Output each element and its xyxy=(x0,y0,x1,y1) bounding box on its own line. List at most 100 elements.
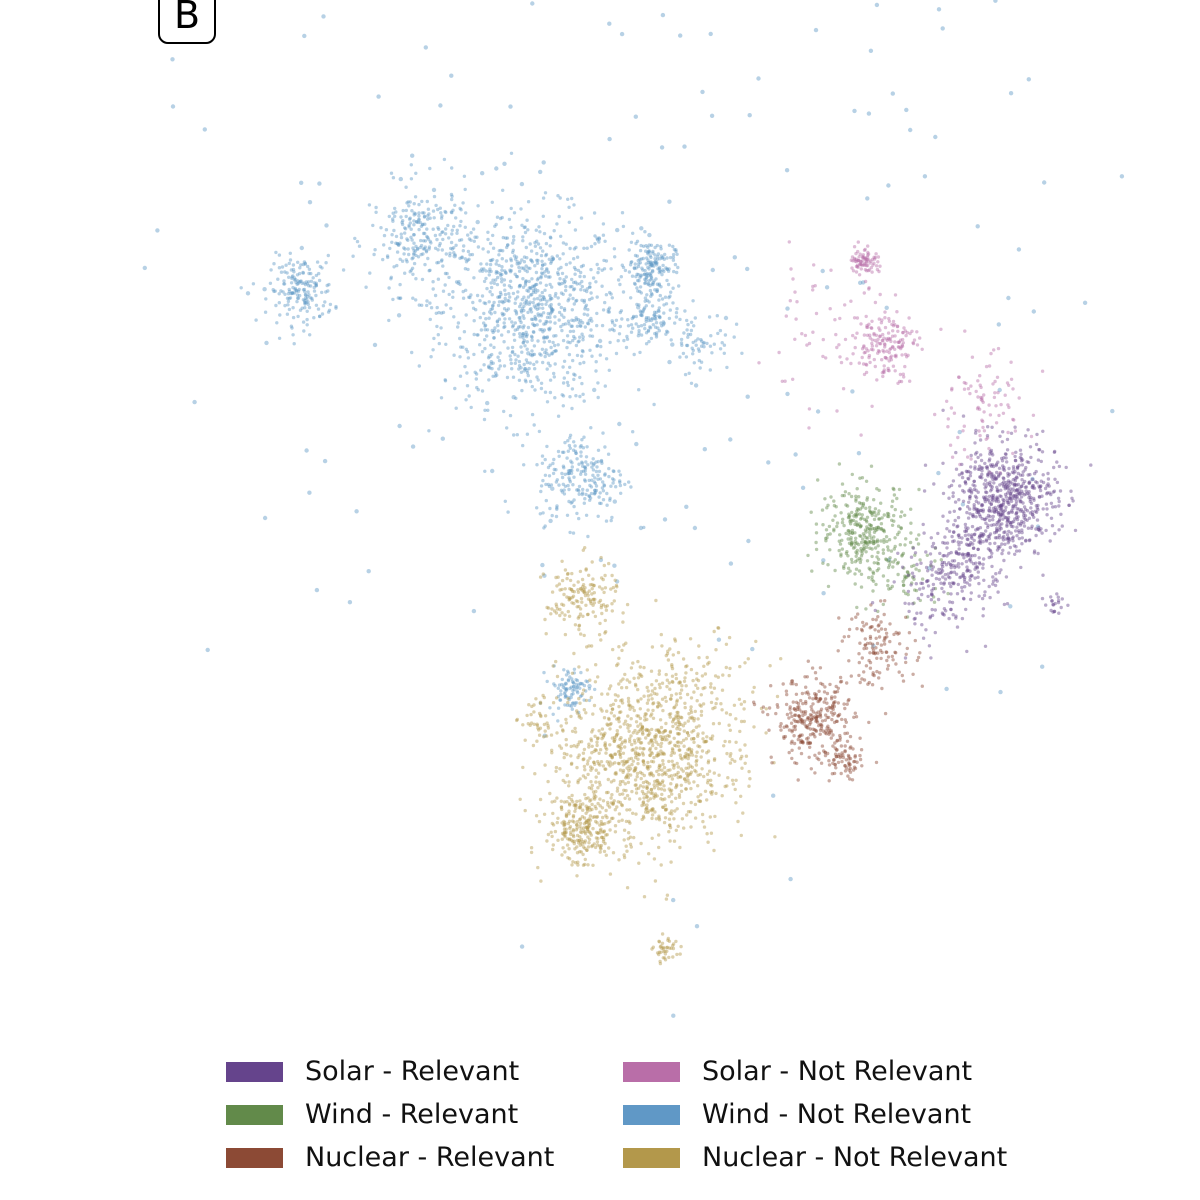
data-point xyxy=(524,264,528,268)
data-point xyxy=(661,708,665,713)
data-point xyxy=(455,231,459,235)
data-point xyxy=(792,741,797,746)
data-point xyxy=(614,698,618,703)
data-point xyxy=(573,280,578,284)
data-point xyxy=(1006,515,1011,520)
data-point xyxy=(314,293,318,298)
data-point xyxy=(505,426,509,430)
data-point xyxy=(807,722,812,727)
data-point xyxy=(471,227,476,231)
data-point xyxy=(717,721,721,726)
data-point xyxy=(550,296,554,301)
data-point xyxy=(859,524,863,528)
data-point xyxy=(678,33,683,38)
data-point xyxy=(633,783,637,787)
data-point xyxy=(640,731,645,735)
data-point xyxy=(560,853,564,857)
data-point xyxy=(589,737,593,741)
data-point xyxy=(832,758,836,762)
data-point xyxy=(851,269,856,273)
data-point xyxy=(649,738,653,743)
data-point xyxy=(851,546,856,550)
data-point xyxy=(584,820,588,824)
data-point xyxy=(985,436,990,440)
data-point xyxy=(790,748,794,752)
data-point xyxy=(574,806,578,811)
data-point xyxy=(694,924,700,929)
data-point xyxy=(576,580,580,584)
data-point xyxy=(946,591,950,596)
data-point xyxy=(595,262,599,267)
data-point xyxy=(576,691,580,695)
data-point xyxy=(407,217,412,221)
data-point xyxy=(406,247,410,251)
data-point xyxy=(306,290,310,294)
data-point xyxy=(876,337,880,341)
data-point xyxy=(529,286,533,291)
data-point xyxy=(417,303,421,307)
data-point xyxy=(601,308,606,312)
data-point xyxy=(568,703,572,708)
data-point xyxy=(522,308,526,313)
data-point xyxy=(334,306,338,310)
data-point xyxy=(652,857,657,861)
data-point xyxy=(671,258,676,262)
data-point xyxy=(668,811,672,815)
data-point xyxy=(856,612,860,616)
data-point xyxy=(615,663,619,668)
data-point xyxy=(533,287,538,292)
data-point xyxy=(604,751,608,755)
data-point xyxy=(678,355,682,359)
data-point xyxy=(897,670,901,674)
data-point xyxy=(855,548,859,553)
data-point xyxy=(433,246,438,250)
data-point xyxy=(589,485,594,489)
data-point xyxy=(766,460,771,465)
data-point xyxy=(665,678,669,682)
data-point xyxy=(655,287,659,292)
data-point xyxy=(640,313,644,318)
data-point xyxy=(404,214,408,219)
data-point xyxy=(746,657,750,661)
data-point xyxy=(639,841,643,846)
data-point xyxy=(563,440,567,445)
data-point xyxy=(560,490,565,494)
data-point xyxy=(567,471,571,476)
data-point xyxy=(510,367,514,371)
data-point xyxy=(517,316,521,320)
data-point xyxy=(643,296,648,300)
data-point xyxy=(590,730,594,734)
data-point xyxy=(853,582,857,586)
data-point xyxy=(893,354,897,358)
data-point xyxy=(418,245,422,250)
data-point xyxy=(844,531,848,536)
data-point xyxy=(459,219,463,224)
data-point xyxy=(640,674,644,678)
data-point xyxy=(597,236,601,240)
data-point xyxy=(542,812,547,816)
data-point xyxy=(557,267,561,271)
data-point xyxy=(636,676,641,680)
data-point xyxy=(593,687,597,692)
data-point xyxy=(528,242,532,246)
data-point xyxy=(632,708,636,713)
data-point xyxy=(883,635,887,640)
data-point xyxy=(412,233,416,237)
data-point xyxy=(612,739,616,743)
data-point xyxy=(570,838,574,843)
data-point xyxy=(850,531,855,535)
data-point xyxy=(703,739,707,744)
data-point xyxy=(870,319,874,323)
data-point xyxy=(529,310,534,314)
data-point xyxy=(639,324,644,328)
data-point xyxy=(651,261,655,265)
data-point xyxy=(638,746,642,750)
data-point xyxy=(877,509,881,513)
data-point xyxy=(676,650,681,655)
data-point xyxy=(600,323,605,328)
data-point xyxy=(796,737,800,742)
data-point xyxy=(553,321,557,325)
data-point xyxy=(638,275,642,280)
data-point xyxy=(668,255,673,260)
data-point xyxy=(596,381,600,385)
